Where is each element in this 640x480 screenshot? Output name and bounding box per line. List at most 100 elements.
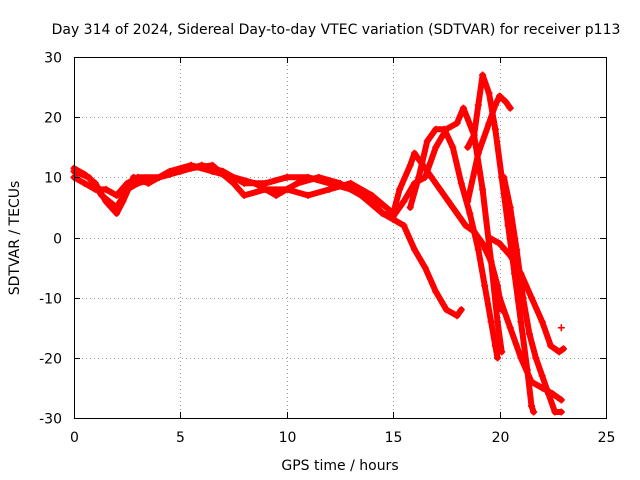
data-point <box>396 185 404 193</box>
data-point <box>389 215 397 223</box>
data-point <box>113 209 121 217</box>
data-point <box>538 372 546 380</box>
series-sat-c <box>70 149 506 314</box>
data-point <box>479 185 487 193</box>
x-tick-label: 25 <box>598 430 616 446</box>
data-point <box>519 294 527 302</box>
data-point <box>421 173 429 181</box>
data-point <box>464 197 472 205</box>
data-point <box>485 234 493 241</box>
data-point <box>470 131 478 139</box>
data-point <box>347 179 355 187</box>
data-point <box>457 179 465 187</box>
data-point <box>551 408 559 416</box>
data-point <box>123 185 131 193</box>
data-point <box>479 240 487 248</box>
data-point <box>557 408 565 416</box>
data-point <box>134 173 142 181</box>
data-point <box>123 179 131 187</box>
data-point <box>517 318 525 326</box>
data-point <box>557 396 565 404</box>
data-point <box>491 342 499 350</box>
data-point <box>487 258 495 266</box>
x-tick-label: 5 <box>176 430 185 446</box>
data-point <box>293 179 301 187</box>
data-point <box>496 92 504 100</box>
data-point <box>283 185 291 193</box>
data-point <box>506 252 514 260</box>
y-tick-label: -20 <box>39 352 62 368</box>
data-point <box>474 149 482 157</box>
data-point <box>400 221 408 229</box>
data-point <box>506 104 514 112</box>
data-point <box>325 185 333 193</box>
data-point <box>517 270 525 278</box>
data-point <box>496 240 504 248</box>
data-point <box>459 104 467 112</box>
data-point <box>496 294 504 302</box>
data-point <box>134 179 142 187</box>
data-point <box>453 209 461 217</box>
data-point <box>81 179 89 187</box>
series-sat-b <box>70 161 465 320</box>
series-sat-h <box>485 234 567 356</box>
y-tick-label: -10 <box>39 292 62 308</box>
series-line <box>500 174 565 415</box>
data-point <box>325 179 333 187</box>
data-point <box>530 408 538 416</box>
data-point <box>549 390 557 398</box>
data-point <box>474 101 482 109</box>
data-point <box>557 324 565 332</box>
data-point <box>445 197 453 205</box>
data-point <box>415 173 423 181</box>
data-point <box>493 282 501 290</box>
data-point <box>442 306 450 314</box>
data-point <box>493 318 501 326</box>
data-point <box>506 203 514 211</box>
data-point <box>102 185 110 193</box>
x-axis-label: GPS time / hours <box>281 458 398 474</box>
data-point <box>453 312 461 320</box>
data-point <box>144 176 152 184</box>
data-traces <box>70 71 567 416</box>
data-point <box>113 203 121 211</box>
data-point <box>432 143 440 151</box>
data-point <box>410 246 418 254</box>
chart-title: Day 314 of 2024, Sidereal Day-to-day VTE… <box>52 22 621 38</box>
data-point <box>547 342 555 350</box>
data-point <box>436 185 444 193</box>
data-point <box>389 209 397 217</box>
data-point <box>453 119 461 127</box>
data-point <box>449 143 457 151</box>
x-tick-labels: 0 5 10 15 20 25 <box>70 430 615 446</box>
data-point <box>421 264 429 272</box>
data-point <box>262 185 270 193</box>
data-point <box>406 203 414 211</box>
series-sat-j <box>557 324 565 332</box>
data-point <box>230 179 238 187</box>
data-point <box>555 348 563 356</box>
data-point <box>485 89 493 97</box>
x-tick-label: 20 <box>492 430 510 446</box>
data-point <box>464 143 472 151</box>
data-point <box>432 125 440 133</box>
data-point <box>208 161 216 169</box>
data-point <box>440 125 448 133</box>
data-point <box>98 191 106 199</box>
y-tick-label: -30 <box>39 412 62 428</box>
data-point <box>113 191 121 199</box>
data-point <box>240 191 248 199</box>
data-point <box>481 282 489 290</box>
data-point <box>428 173 436 181</box>
data-point <box>528 378 536 386</box>
data-point <box>538 318 546 326</box>
data-point <box>166 170 174 178</box>
data-point <box>432 288 440 296</box>
y-tick-label: 0 <box>53 232 62 248</box>
data-point <box>538 384 546 392</box>
data-point <box>525 330 533 338</box>
data-point <box>283 173 291 181</box>
data-point <box>513 246 521 254</box>
data-point <box>528 294 536 302</box>
